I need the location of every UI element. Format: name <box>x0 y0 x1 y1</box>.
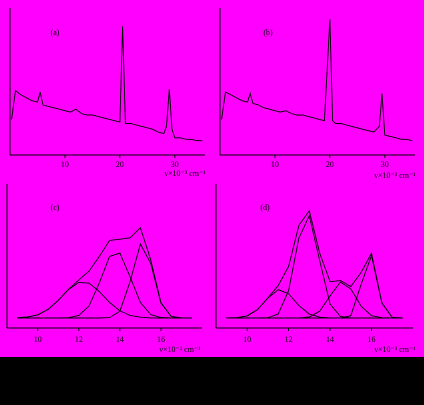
spectrum-curve <box>221 19 413 142</box>
x-axis-label: ν×10⁻³ cm⁻¹ <box>374 345 416 354</box>
x-axis-label: ν×10⁻³ cm⁻¹ <box>164 169 206 178</box>
x-tick-label: 10 <box>34 335 42 344</box>
background <box>0 0 424 357</box>
panel-label: (d) <box>260 203 270 212</box>
x-tick-label: 20 <box>326 160 334 169</box>
x-tick-label: 20 <box>116 160 124 169</box>
x-tick-label: 14 <box>116 335 124 344</box>
x-tick-label: 16 <box>157 335 165 344</box>
x-tick-label: 12 <box>285 335 293 344</box>
panel-label: (c) <box>51 203 60 212</box>
x-tick-label: 14 <box>326 335 334 344</box>
bottom-strip <box>0 357 424 405</box>
x-tick-label: 10 <box>61 160 69 169</box>
x-tick-label: 30 <box>381 160 389 169</box>
panel-label: (a) <box>51 28 60 37</box>
x-tick-label: 10 <box>271 160 279 169</box>
x-tick-label: 10 <box>243 335 251 344</box>
spectrum-curve <box>17 242 192 319</box>
spectrum-curve <box>11 26 203 142</box>
panel-label: (b) <box>263 28 273 37</box>
x-axis-label: ν×10⁻³ cm⁻¹ <box>374 171 416 180</box>
x-tick-label: 16 <box>368 335 376 344</box>
x-tick-label: 12 <box>75 335 83 344</box>
x-axis-label: ν×10⁻³ cm⁻¹ <box>159 345 201 354</box>
x-tick-label: 30 <box>171 160 179 169</box>
spectrum-curve <box>226 253 403 319</box>
